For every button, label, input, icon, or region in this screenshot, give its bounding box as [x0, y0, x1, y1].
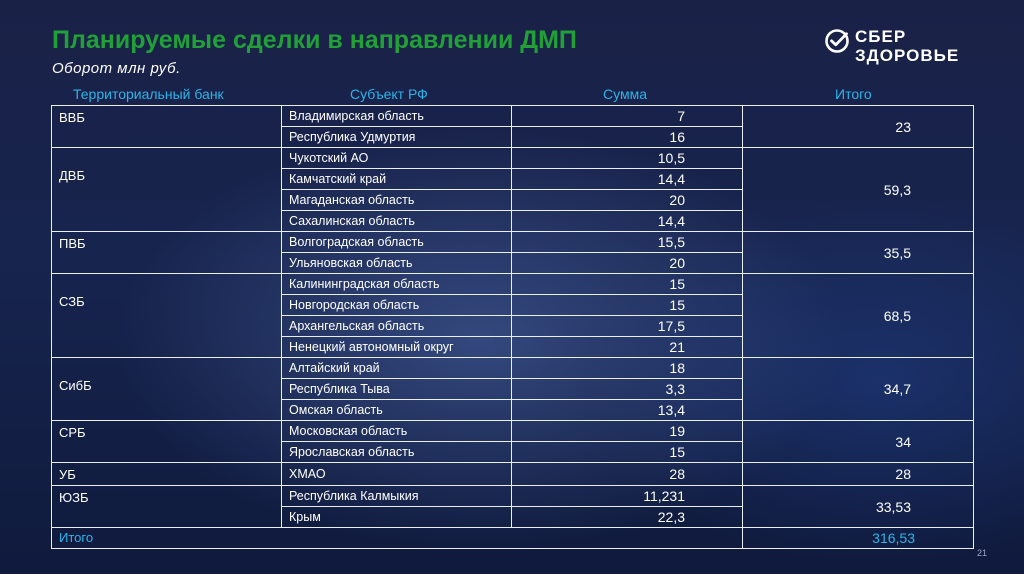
table-row: Магаданская область 20 — [52, 189, 974, 211]
table-row: Ярославская область 15 — [52, 441, 974, 463]
sum-cell: 22,3 — [511, 506, 743, 528]
bank-cell: СРБ — [51, 420, 282, 463]
subject-cell: Калининградская область — [281, 273, 512, 295]
subject-cell: Владимирская область — [281, 105, 512, 127]
logo-line-2: ЗДОРОВЬЕ — [855, 46, 960, 65]
sum-cell: 13,4 — [511, 399, 743, 421]
group-total-cell: 33,53 — [742, 485, 974, 528]
table-row: ПВБ Волгоградская область 15,5 35,5 — [51, 231, 974, 274]
table-row: ВВБ Владимирская область 7 23 — [51, 105, 974, 148]
group-total-cell: 68,5 — [742, 273, 974, 358]
subject-cell: Волгоградская область — [281, 231, 512, 253]
sum-cell: 18 — [511, 357, 743, 379]
grand-total-label: Итого — [51, 527, 743, 549]
subject-cell: Омская область — [281, 399, 512, 421]
bank-cell: ДВБ — [51, 147, 282, 232]
subject-cell: Магаданская область — [281, 189, 512, 211]
subject-cell: Чукотский АО — [281, 147, 512, 169]
table-row: Омская область 13,4 — [52, 399, 974, 421]
bank-cell: УБ — [51, 462, 282, 486]
table-row: ЮЗБ Республика Калмыкия 11,231 33,53 — [51, 485, 974, 528]
table-row: Ульяновская область 20 — [52, 252, 974, 274]
bank-cell: СЗБ — [51, 273, 282, 358]
sber-check-icon — [825, 29, 849, 53]
subject-cell: Камчатский край — [281, 168, 512, 190]
sum-cell: 20 — [511, 252, 743, 274]
column-header-subject: Субъект РФ — [350, 86, 428, 102]
table-row: СРБ Московская область 19 34 — [51, 420, 974, 463]
subject-cell: Республика Калмыкия — [281, 485, 512, 507]
column-header-bank: Территориальный банк — [73, 86, 224, 102]
sum-cell: 7 — [511, 105, 743, 127]
deals-table: ВВБ Владимирская область 7 23 Республика Удм… — [51, 105, 974, 549]
column-header-sum: Сумма — [603, 86, 647, 102]
sum-cell: 15 — [511, 294, 743, 316]
bank-cell: ЮЗБ — [51, 485, 282, 528]
sum-cell: 17,5 — [511, 315, 743, 337]
group-total-cell: 28 — [742, 462, 974, 486]
table-body: ВВБ Владимирская область 7 23 Республика Удм… — [51, 105, 974, 549]
sum-cell: 10,5 — [511, 147, 743, 169]
subject-cell: Республика Удмуртия — [281, 126, 512, 148]
page-number: 21 — [977, 548, 988, 558]
page-title: Планируемые сделки в направлении ДМП — [52, 26, 577, 54]
group-total-cell: 59,3 — [742, 147, 974, 232]
bank-cell: ВВБ — [51, 105, 282, 148]
table-row: СЗБ Калининградская область 15 68,5 — [51, 273, 974, 358]
subject-cell: Московская область — [281, 420, 512, 442]
sum-cell: 28 — [511, 462, 743, 486]
table-row: ДВБ Чукотский АО 10,5 59,3 — [51, 147, 974, 232]
subject-cell: Крым — [281, 506, 512, 528]
group-total-cell: 23 — [742, 105, 974, 148]
page-subtitle: Оборот млн руб. — [52, 60, 181, 77]
grand-total-row: Итого 316,53 — [51, 527, 974, 549]
sum-cell: 15 — [511, 441, 743, 463]
table-row: Архангельская область 17,5 — [52, 315, 974, 337]
sum-cell: 19 — [511, 420, 743, 442]
subject-cell: Ярославская область — [281, 441, 512, 463]
subject-cell: Алтайский край — [281, 357, 512, 379]
subject-cell: ХМАО — [281, 462, 512, 486]
subject-cell: Архангельская область — [281, 315, 512, 337]
bank-cell: СибБ — [51, 357, 282, 421]
logo-line-1: СБЕР — [855, 27, 907, 46]
subject-cell: Новгородская область — [281, 294, 512, 316]
subject-cell: Ульяновская область — [281, 252, 512, 274]
sum-cell: 16 — [511, 126, 743, 148]
bank-cell: ПВБ — [51, 231, 282, 274]
table-row: СибБ Алтайский край 18 34,7 — [51, 357, 974, 421]
group-total-cell: 34 — [742, 420, 974, 463]
sum-cell: 3,3 — [511, 378, 743, 400]
column-headers: Территориальный банк Субъект РФ Сумма Ит… — [0, 86, 1024, 104]
sum-cell: 21 — [511, 336, 743, 358]
table-row: Республика Тыва 3,3 — [52, 378, 974, 400]
sum-cell: 11,231 — [511, 485, 743, 507]
subject-cell: Республика Тыва — [281, 378, 512, 400]
table-row: Ненецкий автономный округ 21 — [52, 336, 974, 358]
table-row: УБ ХМАО 28 28 — [51, 462, 974, 486]
sum-cell: 20 — [511, 189, 743, 211]
sum-cell: 15,5 — [511, 231, 743, 253]
sum-cell: 14,4 — [511, 168, 743, 190]
sber-zdorovie-logo: СБЕР ЗДОРОВЬЕ — [824, 24, 984, 72]
sum-cell: 14,4 — [511, 210, 743, 232]
group-total-cell: 35,5 — [742, 231, 974, 274]
column-header-total: Итого — [835, 86, 872, 102]
group-total-cell: 34,7 — [742, 357, 974, 421]
sum-cell: 15 — [511, 273, 743, 295]
subject-cell: Сахалинская область — [281, 210, 512, 232]
grand-total-value: 316,53 — [742, 527, 974, 549]
subject-cell: Ненецкий автономный округ — [281, 336, 512, 358]
